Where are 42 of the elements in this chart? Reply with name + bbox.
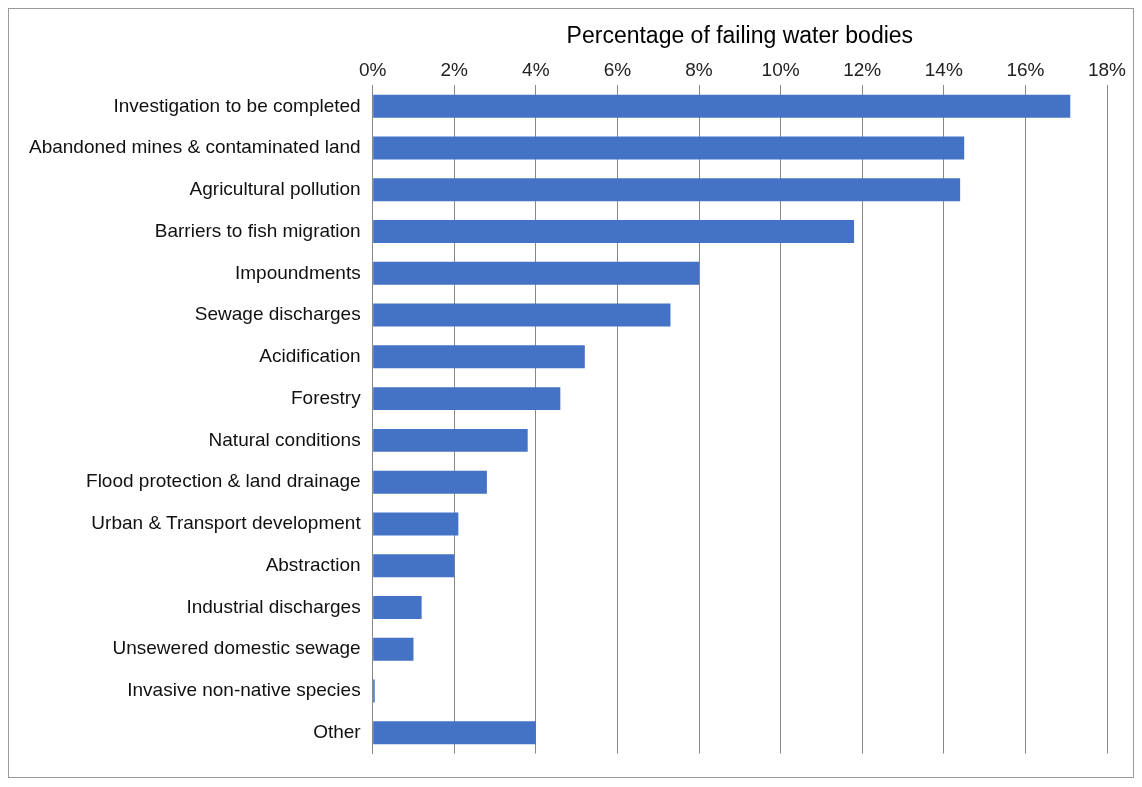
x-axis-title: Percentage of failing water bodies [566, 22, 914, 49]
y-tick-label: Investigation to be completed [113, 94, 361, 116]
bar [373, 721, 536, 745]
bar [373, 470, 487, 494]
x-tick-label: 4% [522, 59, 550, 81]
x-tick-label: 8% [685, 59, 713, 81]
y-tick-label: Impoundments [234, 261, 361, 283]
y-tick-label: Acidification [259, 345, 361, 367]
y-tick-label: Natural conditions [208, 428, 361, 450]
bar [373, 428, 528, 452]
x-tick-label: 10% [761, 59, 800, 81]
y-tick-label: Unsewered domestic sewage [112, 637, 361, 659]
y-tick-label: Urban & Transport development [91, 512, 362, 534]
y-tick-label: Forestry [290, 386, 362, 408]
bar [373, 637, 414, 661]
bar [373, 387, 561, 411]
bar [373, 261, 700, 285]
y-tick-label: Abstraction [265, 553, 361, 575]
y-tick-label: Agricultural pollution [189, 178, 361, 200]
y-tick-label: Abandoned mines & contaminated land [28, 136, 361, 158]
bar [373, 595, 422, 619]
y-tick-label: Sewage discharges [194, 303, 361, 325]
x-tick-label: 6% [603, 59, 632, 81]
x-tick-label: 16% [1006, 59, 1045, 81]
bar [373, 345, 585, 369]
bar [373, 554, 455, 578]
x-tick-label: 12% [843, 59, 882, 81]
y-tick-label: Invasive non-native species [127, 679, 361, 701]
bar [373, 512, 459, 536]
bar [373, 94, 1071, 118]
x-tick-label: 2% [440, 59, 469, 81]
y-tick-label: Barriers to fish migration [154, 219, 361, 241]
bar [373, 136, 965, 160]
bar [373, 303, 671, 327]
bar [373, 220, 855, 244]
y-tick-label: Other [313, 720, 362, 742]
x-tick-label: 18% [1087, 59, 1127, 81]
x-tick-label: 0% [358, 59, 387, 81]
x-tick-label: 14% [924, 59, 963, 81]
y-tick-label: Industrial discharges [186, 595, 361, 617]
y-tick-label: Flood protection & land drainage [86, 470, 361, 492]
bar [373, 178, 961, 202]
